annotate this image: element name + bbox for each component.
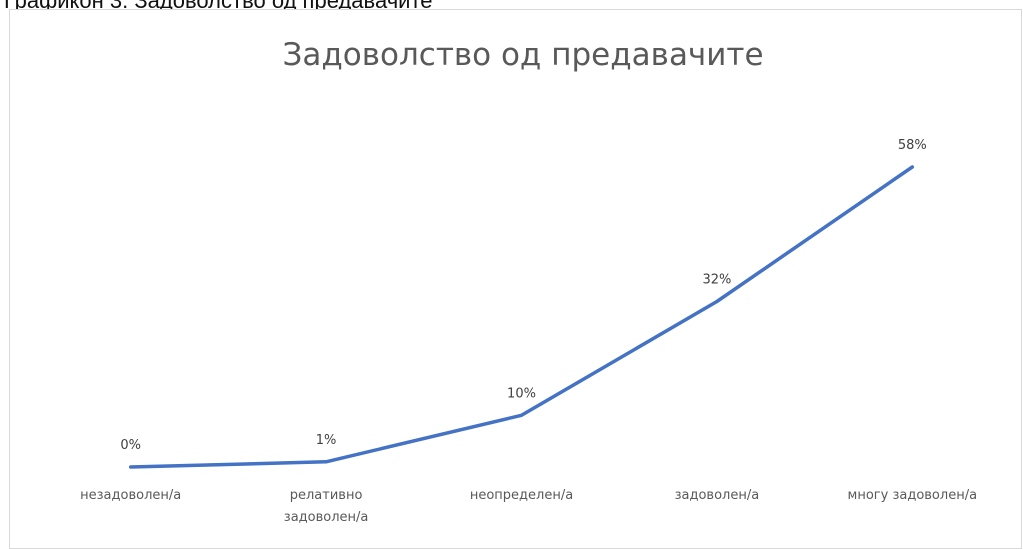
category-label: неопределен/а: [470, 488, 573, 503]
data-label: 1%: [316, 433, 337, 448]
series-line: [128, 165, 915, 469]
chart-area: [9, 9, 1022, 549]
chart-title: Задоволство од предавачите: [282, 37, 763, 73]
data-label: 10%: [507, 386, 536, 401]
category-label: релативно задоволен/а: [284, 488, 369, 525]
data-label: 0%: [120, 438, 141, 453]
category-label: многу задоволен/а: [848, 488, 978, 503]
category-label: незадоволен/а: [80, 488, 181, 503]
data-label: 32%: [702, 272, 731, 287]
data-label: 58%: [898, 138, 927, 153]
category-label: задоволен/а: [675, 488, 760, 503]
line-chart: Задоволство од предавачите 0% 1% 10% 32% 58%…: [80, 37, 978, 525]
